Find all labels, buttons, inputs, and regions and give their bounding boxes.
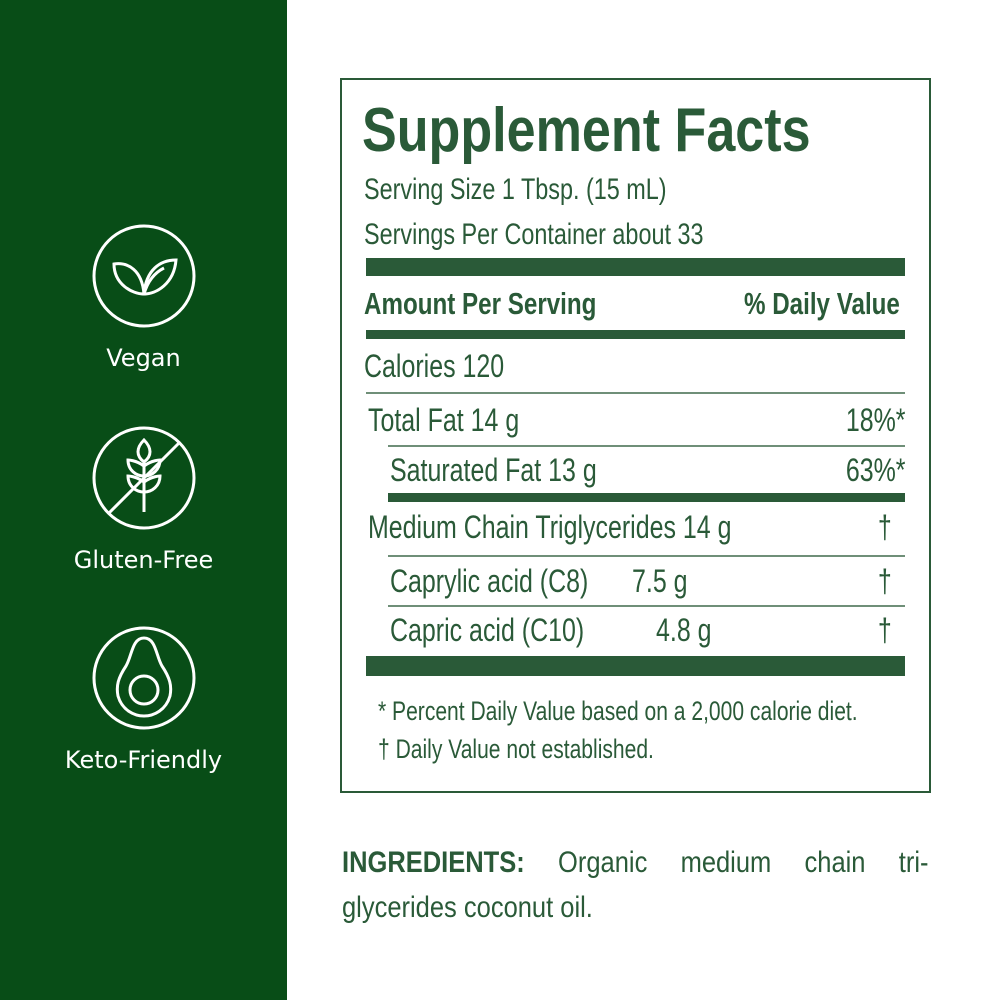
calories: Calories 120 bbox=[364, 348, 505, 384]
dv-header: % Daily Value bbox=[744, 286, 900, 321]
divider-thick bbox=[366, 656, 905, 676]
nutrient-amount: 7.5 g bbox=[632, 563, 688, 599]
amount-header: Amount Per Serving bbox=[364, 286, 597, 321]
no-wheat-icon bbox=[92, 426, 195, 530]
footnote-not-established: † Daily Value not established. bbox=[378, 734, 654, 764]
ingredients: INGREDIENTS: Organic medium chain tri-gl… bbox=[342, 840, 932, 930]
nutrient-dv: 63%* bbox=[845, 452, 905, 488]
nutrient-amount: 4.8 g bbox=[656, 612, 712, 648]
divider bbox=[388, 555, 905, 557]
badge-label: Keto-Friendly bbox=[64, 746, 223, 774]
divider bbox=[366, 392, 905, 394]
leaf-icon bbox=[92, 224, 195, 328]
divider bbox=[388, 445, 905, 447]
nutrient-name: Medium Chain Triglycerides 14 g bbox=[368, 509, 732, 545]
nutrient-dv: † bbox=[878, 509, 892, 545]
feature-panel: Vegan Gluten-Free Keto-Friendly bbox=[0, 0, 287, 1000]
facts-title: Supplement Facts bbox=[362, 96, 811, 165]
badge-label: Gluten-Free bbox=[73, 546, 214, 574]
divider bbox=[388, 605, 905, 607]
nutrient-name: Capric acid (C10) bbox=[390, 612, 585, 648]
divider-medium bbox=[388, 493, 905, 502]
divider-thick bbox=[366, 258, 905, 276]
footnote-daily-value: * Percent Daily Value based on a 2,000 c… bbox=[378, 696, 858, 726]
nutrient-name: Caprylic acid (C8) bbox=[390, 563, 589, 599]
nutrient-dv: † bbox=[878, 612, 892, 648]
nutrient-name: Saturated Fat 13 g bbox=[390, 452, 597, 488]
servings-per-container: Servings Per Container about 33 bbox=[364, 218, 704, 251]
ingredients-label: INGREDIENTS: bbox=[342, 846, 525, 879]
badge-gluten-free: Gluten-Free bbox=[0, 426, 287, 574]
divider-medium bbox=[366, 330, 905, 339]
serving-size: Serving Size 1 Tbsp. (15 mL) bbox=[364, 173, 667, 206]
ingredients-text: Organic medium chain tri-glycerides coco… bbox=[342, 846, 929, 924]
nutrient-name: Total Fat 14 g bbox=[368, 402, 520, 438]
supplement-facts-panel bbox=[340, 78, 931, 793]
nutrient-dv: † bbox=[878, 563, 892, 599]
nutrient-dv: 18%* bbox=[845, 402, 905, 438]
avocado-icon bbox=[92, 626, 195, 730]
badge-vegan: Vegan bbox=[0, 224, 287, 372]
badge-label: Vegan bbox=[106, 344, 181, 372]
badge-keto-friendly: Keto-Friendly bbox=[0, 626, 287, 774]
